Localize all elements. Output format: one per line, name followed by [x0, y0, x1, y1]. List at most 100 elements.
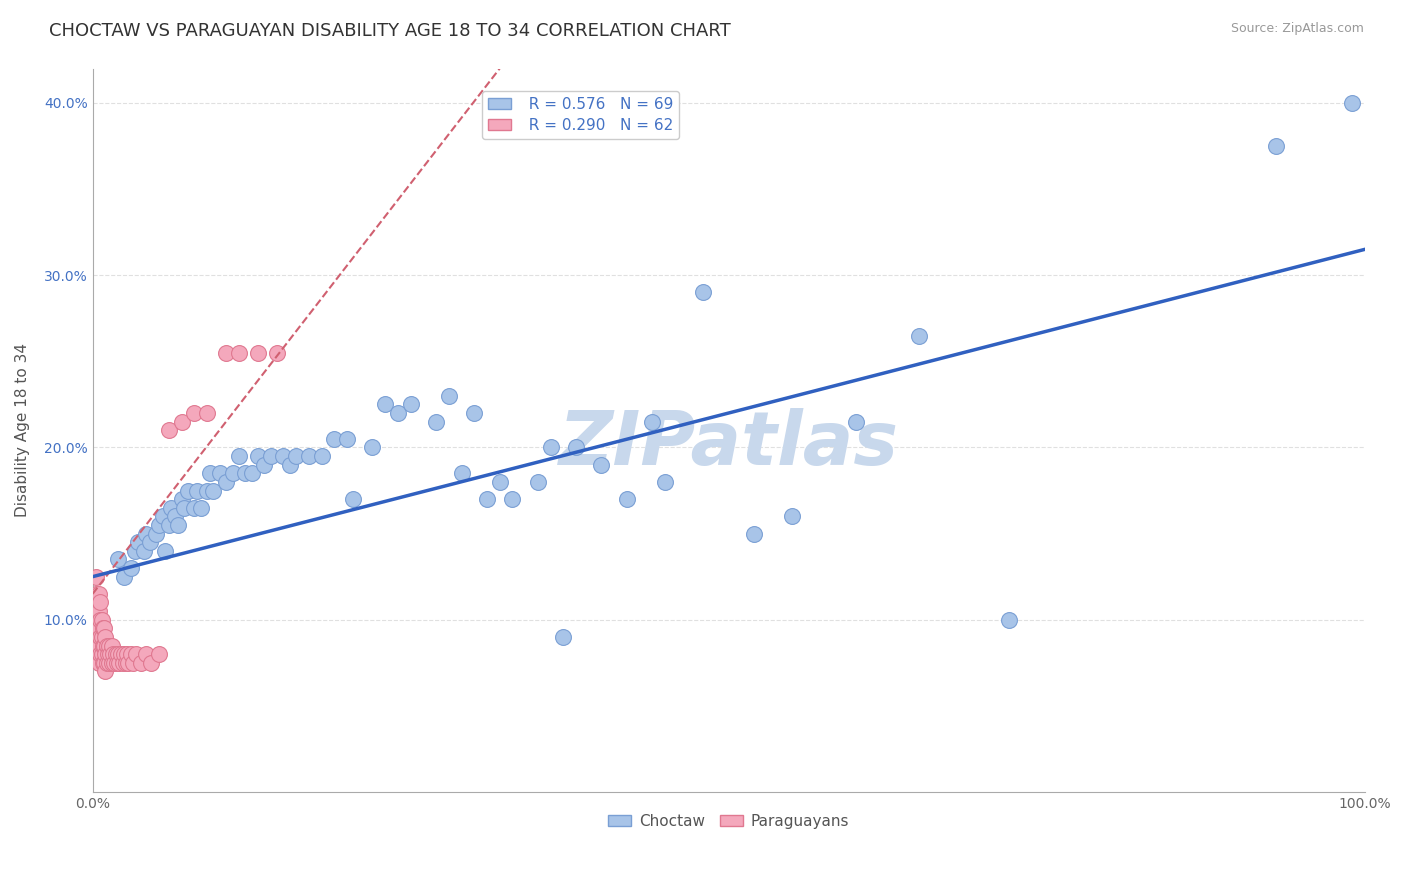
Choctaw: [780, 509, 803, 524]
Choctaw: [221, 467, 243, 481]
Choctaw: [139, 535, 162, 549]
Paraguayans: [90, 647, 112, 661]
Choctaw: [475, 492, 498, 507]
Paraguayans: [94, 630, 117, 644]
Choctaw: [124, 544, 146, 558]
Choctaw: [311, 449, 333, 463]
Paraguayans: [91, 621, 114, 635]
Choctaw: [540, 441, 562, 455]
Paraguayans: [96, 656, 118, 670]
Choctaw: [273, 449, 295, 463]
Choctaw: [437, 389, 460, 403]
Choctaw: [260, 449, 283, 463]
Choctaw: [132, 544, 155, 558]
Paraguayans: [98, 656, 121, 670]
Y-axis label: Disability Age 18 to 34: Disability Age 18 to 34: [15, 343, 30, 517]
Paraguayans: [98, 639, 121, 653]
Paraguayans: [129, 656, 152, 670]
Paraguayans: [86, 630, 108, 644]
Paraguayans: [100, 639, 122, 653]
Paraguayans: [87, 604, 110, 618]
Choctaw: [565, 441, 588, 455]
Paraguayans: [122, 656, 145, 670]
Paraguayans: [89, 647, 111, 661]
Paraguayans: [91, 656, 114, 670]
Choctaw: [591, 458, 613, 472]
Paraguayans: [87, 656, 110, 670]
Paraguayans: [91, 639, 114, 653]
Choctaw: [361, 441, 384, 455]
Paraguayans: [135, 647, 157, 661]
Choctaw: [152, 509, 174, 524]
Choctaw: [186, 483, 208, 498]
Choctaw: [1341, 95, 1364, 110]
Choctaw: [246, 449, 269, 463]
Choctaw: [553, 630, 575, 644]
Choctaw: [233, 467, 256, 481]
Paraguayans: [228, 345, 250, 359]
Paraguayans: [170, 415, 193, 429]
Paraguayans: [100, 647, 122, 661]
Paraguayans: [86, 587, 108, 601]
Paraguayans: [108, 656, 131, 670]
Choctaw: [908, 328, 931, 343]
Choctaw: [202, 483, 225, 498]
Paraguayans: [105, 656, 128, 670]
Choctaw: [450, 467, 472, 481]
Paraguayans: [246, 345, 269, 359]
Paraguayans: [266, 345, 288, 359]
Choctaw: [285, 449, 308, 463]
Choctaw: [148, 518, 170, 533]
Paraguayans: [120, 647, 142, 661]
Choctaw: [135, 526, 157, 541]
Paraguayans: [90, 613, 112, 627]
Paraguayans: [97, 647, 120, 661]
Choctaw: [253, 458, 276, 472]
Text: CHOCTAW VS PARAGUAYAN DISABILITY AGE 18 TO 34 CORRELATION CHART: CHOCTAW VS PARAGUAYAN DISABILITY AGE 18 …: [49, 22, 731, 40]
Paraguayans: [148, 647, 170, 661]
Paraguayans: [110, 647, 132, 661]
Paraguayans: [93, 639, 115, 653]
Paraguayans: [112, 647, 135, 661]
Choctaw: [278, 458, 301, 472]
Paraguayans: [215, 345, 238, 359]
Choctaw: [112, 569, 135, 583]
Paraguayans: [89, 613, 111, 627]
Paraguayans: [86, 595, 108, 609]
Choctaw: [195, 483, 218, 498]
Paraguayans: [107, 647, 129, 661]
Choctaw: [616, 492, 638, 507]
Text: ZIPatlas: ZIPatlas: [558, 409, 898, 481]
Choctaw: [215, 475, 238, 489]
Paraguayans: [94, 647, 117, 661]
Choctaw: [173, 500, 195, 515]
Choctaw: [488, 475, 510, 489]
Paraguayans: [89, 595, 111, 609]
Paraguayans: [93, 656, 115, 670]
Choctaw: [641, 415, 664, 429]
Paraguayans: [101, 647, 124, 661]
Choctaw: [160, 500, 183, 515]
Paraguayans: [117, 656, 139, 670]
Legend: Choctaw, Paraguayans: Choctaw, Paraguayans: [602, 808, 855, 835]
Paraguayans: [104, 647, 127, 661]
Choctaw: [157, 518, 180, 533]
Choctaw: [387, 406, 409, 420]
Choctaw: [1264, 139, 1286, 153]
Choctaw: [166, 518, 188, 533]
Choctaw: [183, 500, 205, 515]
Paraguayans: [89, 630, 111, 644]
Paraguayans: [90, 630, 112, 644]
Paraguayans: [94, 665, 117, 679]
Choctaw: [845, 415, 868, 429]
Choctaw: [654, 475, 676, 489]
Choctaw: [170, 492, 193, 507]
Choctaw: [120, 561, 142, 575]
Choctaw: [527, 475, 550, 489]
Paraguayans: [103, 656, 125, 670]
Paraguayans: [87, 621, 110, 635]
Choctaw: [342, 492, 364, 507]
Choctaw: [374, 397, 396, 411]
Paraguayans: [195, 406, 218, 420]
Choctaw: [208, 467, 231, 481]
